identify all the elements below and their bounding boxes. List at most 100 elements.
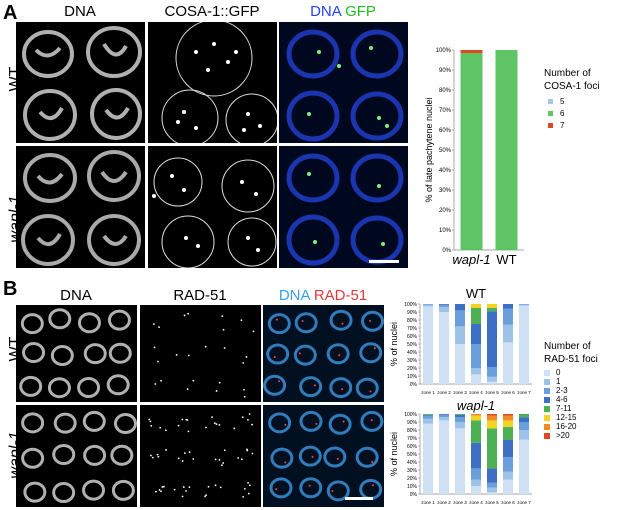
focus-dot <box>251 452 254 455</box>
cosa1-legend-swatch-7 <box>548 123 553 128</box>
nucleus <box>298 445 322 467</box>
focus-dot <box>214 458 217 461</box>
rad51-wapl-ytick-label: 50% <box>407 452 418 458</box>
nucleus <box>83 343 107 365</box>
focus-dot <box>187 430 190 433</box>
focus-dot <box>219 486 222 489</box>
cosa1-ytick-label: 70% <box>439 108 452 114</box>
nucleus <box>359 342 383 364</box>
rad51-wt-bar-zone-5-7-11 <box>487 308 497 312</box>
image-a-wapl-merge <box>279 146 408 268</box>
rad51-wapl-bar-zone-5-2-3 <box>487 482 497 488</box>
rad51-wapl-bar-zone-3-0 <box>455 428 465 494</box>
rad51-wapl-category-label: zone 6 <box>501 500 515 505</box>
cosa1-category-label: WT <box>496 252 516 267</box>
nucleus <box>326 480 350 502</box>
rad51-wapl-bar-zone-4-2-3 <box>471 468 481 480</box>
focus-dot <box>251 423 253 426</box>
rad51-wapl-category-label: zone 3 <box>453 500 467 505</box>
rad51-wapl-ytick-label: 80% <box>407 428 418 434</box>
rad51-wapl-bar-zone-2-2-3 <box>439 414 449 418</box>
rad51-wt-ytick-label: 70% <box>407 326 418 332</box>
rad51-wapl-bar-zone-4-4-6 <box>471 442 481 469</box>
nucleus <box>113 412 137 434</box>
focus-dot <box>158 489 161 491</box>
rad51-focus <box>342 420 345 423</box>
rad51-focus <box>284 423 287 426</box>
focus-dot <box>155 490 157 493</box>
rad51-wapl-ylabel: % of nuclei <box>389 432 399 476</box>
focus-dot <box>181 418 184 421</box>
focus-dot <box>248 413 251 415</box>
rad51-legend-item: 16-20 <box>544 422 616 431</box>
focus-dot <box>237 457 240 459</box>
rad51-focus <box>298 352 301 355</box>
rad51-focus <box>273 356 276 359</box>
nucleus <box>53 412 77 434</box>
focus-dot <box>221 315 224 318</box>
rad51-legend-item: 2-3 <box>544 386 616 395</box>
rad51-focus <box>373 347 376 350</box>
focus-dot <box>223 449 226 452</box>
nucleus <box>82 410 106 432</box>
cosa1-bar-WT-6 <box>495 50 518 250</box>
nucleus <box>269 477 293 499</box>
rad51-wt-category-label: zone 4 <box>469 390 483 395</box>
rad51-focus <box>371 460 374 463</box>
nucleus <box>21 447 45 469</box>
focus-dot <box>233 427 236 430</box>
rad51-focus <box>331 489 334 492</box>
rad51-wapl-ytick-label: 0% <box>410 492 418 498</box>
rad51-wapl-ytick-label: 30% <box>407 468 418 474</box>
nucleus <box>299 410 323 432</box>
focus-dot <box>188 486 191 489</box>
image-b-wt-merge <box>263 305 384 402</box>
rad51-wapl-chart: wapl-1 0% 10% 20% 30% 40% 50% 60% 70% 80% 90% 100% z… <box>389 398 532 505</box>
rad51-wt-bar-zone-6-2-3 <box>503 308 513 325</box>
rad51-wt-bar-zone-7-2-3 <box>519 304 529 305</box>
nucleus <box>266 343 290 365</box>
focus-dot <box>221 464 223 467</box>
rad51-wapl-ytick-label: 20% <box>407 476 418 482</box>
rad51-legend-swatch <box>544 414 550 421</box>
focus-dot <box>248 484 251 487</box>
rad51-wt-ytick-label: 100% <box>404 302 417 308</box>
cosa1-legend-label-6: 6 <box>560 109 565 118</box>
image-b-wapl-merge <box>263 405 384 507</box>
merge-header-dna: DNA <box>310 3 341 20</box>
cosa1-ytick-label: 100% <box>436 48 452 54</box>
cosa1-legend-swatch-6 <box>548 111 553 116</box>
rad51-wapl-bar-zone-6-4-6 <box>503 439 513 458</box>
rad51-wt-bar-zone-6-4-6 <box>503 304 513 309</box>
cosa1-ytick-label: 50% <box>439 148 452 154</box>
focus-dot <box>185 418 188 421</box>
focus-dot <box>158 326 160 328</box>
nucleus <box>328 413 352 435</box>
image-b-wt-dna <box>16 305 137 402</box>
rad51-legend-label: 0 <box>556 368 561 377</box>
rad51-focus <box>372 484 375 487</box>
focus-dot <box>150 454 152 457</box>
rad51-wt-ytick-label: 30% <box>407 358 418 364</box>
nucleus <box>50 345 74 367</box>
focus-dot <box>218 381 221 384</box>
rad51-legend-item: 0 <box>544 368 616 377</box>
image-a-wapl-gfp <box>148 146 277 268</box>
rad51-legend-swatch <box>544 378 550 385</box>
merge-b-header-rad51: RAD-51 <box>313 287 368 304</box>
nucleus <box>360 310 384 332</box>
focus-dot <box>192 458 195 460</box>
rad51-wt-bar-zone-2-0 <box>439 312 449 384</box>
cosa1-ytick-label: 60% <box>439 128 452 134</box>
rad51-wapl-bar-zone-3-7-11 <box>455 414 465 415</box>
nucleus <box>293 344 317 366</box>
image-b-wapl-dna <box>16 405 137 507</box>
focus-dot <box>247 481 250 484</box>
focus-dot <box>187 312 190 315</box>
focus-dot <box>214 484 217 487</box>
rad51-wt-bar-zone-2-1 <box>439 307 449 312</box>
rad51-wt-bar-zone-3-1 <box>455 326 465 344</box>
rad51-wapl-bar-zone-6-0 <box>503 479 513 494</box>
rad51-wapl-bar-zone-5-16-20 <box>487 415 497 421</box>
image-a-wt-gfp <box>148 22 277 143</box>
